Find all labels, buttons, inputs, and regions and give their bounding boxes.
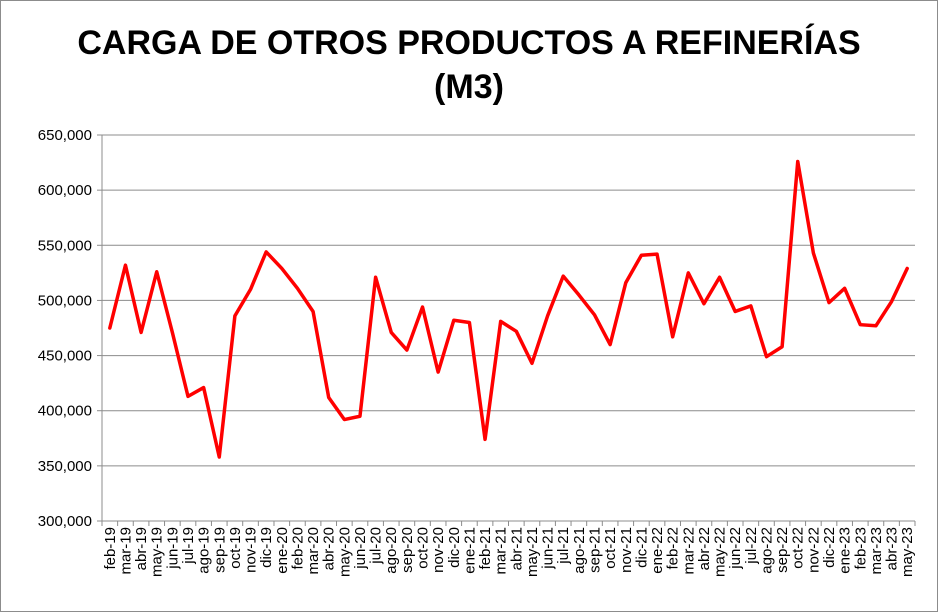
y-tick-label: 400,000 [38,403,92,420]
axes [97,134,916,526]
x-tick-label: ene-23 [837,527,854,574]
x-tick-label: oct-19 [227,527,244,569]
x-tick-label: may-19 [149,527,166,577]
y-tick-label: 450,000 [38,348,92,365]
x-tick-label: ene-20 [274,527,291,574]
x-tick-label: oct-21 [602,527,619,569]
x-tick-label: jul-21 [555,527,572,565]
x-tick-label: may-23 [899,527,916,577]
x-tick-label: mar-23 [868,527,885,575]
data-series [108,159,909,459]
x-tick-label: mar-22 [680,527,697,575]
x-tick-label: dic-19 [258,527,275,568]
x-tick-label: feb-21 [477,527,494,570]
x-tick-label: nov-21 [618,527,635,573]
x-tick-label: abr-21 [508,527,525,570]
y-tick-label: 600,000 [38,182,92,199]
x-tick-label: feb-19 [102,527,119,570]
x-tick-label: jun-20 [352,527,369,570]
x-tick-label: jun-21 [540,527,557,570]
chart-title-line-1: CARGA DE OTROS PRODUCTOS A REFINERÍAS [77,24,861,62]
series-line [108,159,909,459]
x-tick-label: ago-21 [571,527,588,574]
y-tick-label: 350,000 [38,458,92,475]
x-tick-label: sep-21 [586,527,603,573]
x-tick-label: dic-22 [821,527,838,568]
x-tick-label: mar-21 [493,527,510,575]
x-tick-label: jul-22 [743,527,760,565]
chart-title: CARGA DE OTROS PRODUCTOS A REFINERÍAS (M… [1,21,937,109]
x-tick-label: ago-22 [758,527,775,574]
x-tick-label: jul-19 [180,527,197,565]
x-tick-label: sep-22 [774,527,791,573]
x-tick-label: abr-23 [884,527,901,570]
x-tick-label: ene-21 [461,527,478,574]
x-tick-label: oct-20 [415,527,432,569]
y-tick-label: 500,000 [38,292,92,309]
x-tick-labels: feb-19mar-19abr-19may-19jun-19jul-19ago-… [102,527,916,577]
chart-title-line-2: (M3) [434,68,504,106]
x-tick-label: may-22 [712,527,729,577]
y-tick-label: 650,000 [38,127,92,144]
x-tick-label: abr-19 [133,527,150,570]
x-tick-label: nov-19 [243,527,260,573]
x-tick-label: feb-23 [852,527,869,570]
x-tick-label: nov-22 [805,527,822,573]
x-tick-label: nov-20 [430,527,447,573]
x-tick-label: sep-19 [211,527,228,573]
x-tick-label: ago-19 [196,527,213,574]
x-tick-label: mar-19 [117,527,134,575]
x-tick-label: abr-20 [321,527,338,570]
x-tick-label: jun-22 [727,527,744,570]
x-tick-label: abr-22 [696,527,713,570]
x-tick-label: feb-20 [289,527,306,570]
y-tick-labels: 300,000 350,000 400,000 450,000 500,000 550,0… [38,127,92,530]
x-tick-label: jul-20 [368,527,385,565]
y-tick-label: 300,000 [38,513,92,530]
gridlines [102,134,915,467]
x-tick-label: dic-20 [446,527,463,568]
x-tick-label: feb-22 [665,527,682,570]
x-tick-label: ene-22 [649,527,666,574]
x-tick-label: oct-22 [790,527,807,569]
x-tick-label: may-21 [524,527,541,577]
y-tick-label: 550,000 [38,237,92,254]
x-tick-label: may-20 [336,527,353,577]
x-tick-label: ago-20 [383,527,400,574]
x-tick-label: dic-21 [633,527,650,568]
x-tick-label: sep-20 [399,527,416,573]
x-tick-label: jun-19 [164,527,181,570]
x-tick-label: mar-20 [305,527,322,575]
